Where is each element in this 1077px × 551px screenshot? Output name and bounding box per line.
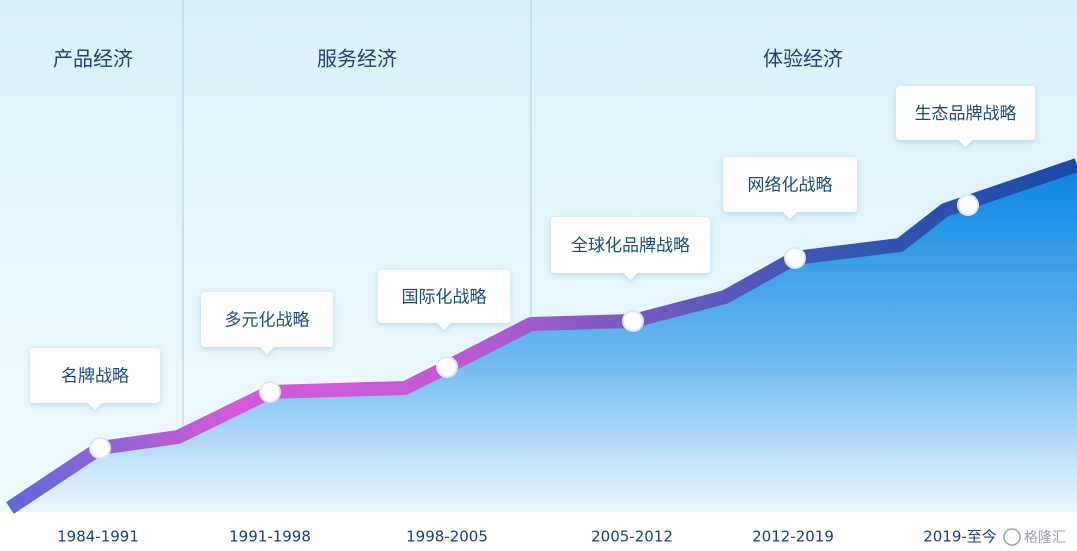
callout-box <box>723 157 857 219</box>
callout <box>30 348 160 410</box>
period-label: 2019-至今 <box>923 528 997 546</box>
callout-box <box>30 348 160 410</box>
callout-box <box>201 292 333 354</box>
footer-band <box>0 512 1077 551</box>
era-title: 服务经济 <box>317 47 397 71</box>
era-title: 产品经济 <box>53 47 133 71</box>
era-title: 体验经济 <box>763 47 843 71</box>
stage-label: 多元化战略 <box>225 311 310 331</box>
stage-label: 名牌战略 <box>61 367 129 387</box>
callout-box <box>551 217 710 280</box>
callout <box>723 157 857 219</box>
period-label: 1984-1991 <box>57 528 139 546</box>
callout <box>201 292 333 354</box>
stage-label: 国际化战略 <box>402 288 487 308</box>
growth-line <box>6 158 1077 514</box>
callout-box <box>378 270 510 330</box>
period-label: 2012-2019 <box>752 528 834 546</box>
period-label: 1991-1998 <box>229 528 311 546</box>
milestone-dot <box>622 310 644 332</box>
milestone-dot <box>259 381 281 403</box>
stage-label: 生态品牌战略 <box>915 104 1017 124</box>
period-label: 2005-2012 <box>591 528 673 546</box>
callout <box>896 86 1035 147</box>
milestone-dot <box>436 356 458 378</box>
stage-label: 全球化品牌战略 <box>571 236 690 256</box>
watermark-logo <box>1003 528 1021 546</box>
period-label: 1998-2005 <box>406 528 488 546</box>
callout-box <box>896 86 1035 147</box>
growth-area <box>10 165 1077 512</box>
callout <box>551 217 710 280</box>
watermark: 格隆汇 <box>1024 530 1066 546</box>
milestone-dot <box>957 194 979 216</box>
callout <box>378 270 510 330</box>
stage-label: 网络化战略 <box>748 176 833 196</box>
milestone-dot <box>784 247 806 269</box>
milestone-dot <box>89 437 111 459</box>
